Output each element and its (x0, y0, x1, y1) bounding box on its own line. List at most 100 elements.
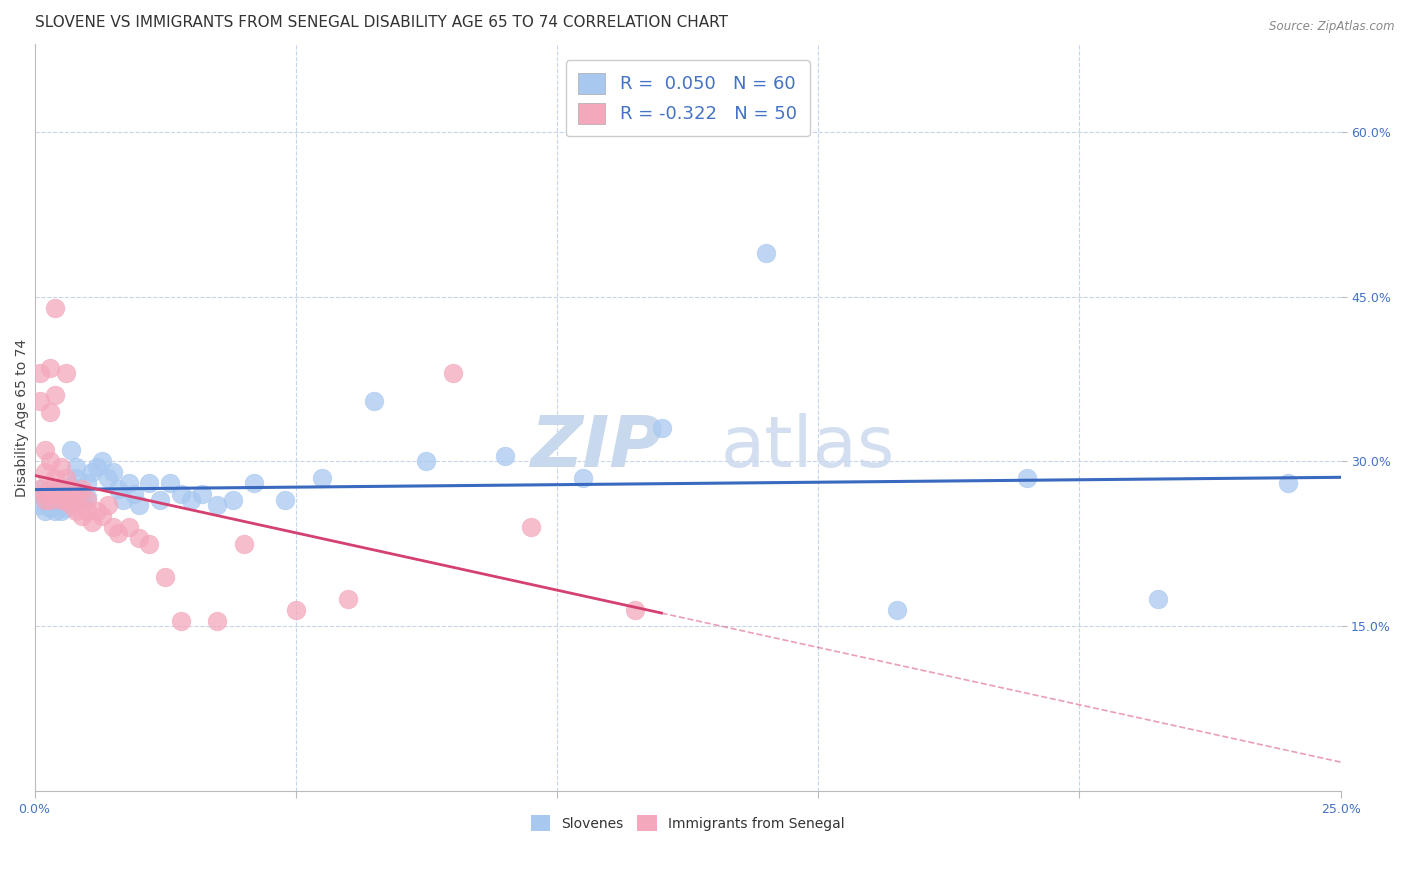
Point (650, 421, 672, 435)
Point (122, 487, 145, 501)
Point (76, 504, 98, 518)
Point (755, 245, 778, 260)
Point (39, 500, 62, 515)
Point (44, 301, 66, 315)
Point (180, 492, 202, 507)
Point (494, 449, 516, 463)
Point (60, 492, 83, 507)
Point (274, 492, 297, 507)
Y-axis label: Disability Age 65 to 74: Disability Age 65 to 74 (15, 338, 30, 497)
Point (101, 520, 124, 534)
Point (138, 537, 160, 551)
Text: ZIP: ZIP (531, 413, 664, 482)
Point (49, 482, 72, 496)
Point (76, 490, 98, 504)
Point (34, 487, 56, 501)
Point (441, 367, 464, 381)
Point (97, 499, 120, 513)
Point (28, 499, 51, 513)
Point (65, 471, 87, 485)
Point (363, 394, 385, 409)
Point (49, 487, 72, 501)
Point (159, 476, 181, 491)
Point (49, 499, 72, 513)
Point (190, 487, 212, 501)
Point (117, 476, 139, 491)
Point (34, 443, 56, 458)
Point (39, 405, 62, 419)
Point (572, 471, 595, 485)
Point (91, 454, 114, 468)
Point (55, 492, 77, 507)
Point (107, 525, 129, 540)
Point (65, 459, 87, 474)
Point (138, 476, 160, 491)
Point (34, 504, 56, 518)
Point (44, 499, 66, 513)
Point (44, 487, 66, 501)
Text: atlas: atlas (720, 413, 894, 482)
Point (80, 466, 103, 480)
Point (34, 492, 56, 507)
Point (28, 367, 51, 381)
Point (107, 482, 129, 496)
Point (60, 499, 83, 513)
Point (101, 466, 124, 480)
Point (39, 499, 62, 513)
Legend: Slovenes, Immigrants from Senegal: Slovenes, Immigrants from Senegal (524, 810, 851, 837)
Point (170, 614, 193, 628)
Point (39, 490, 62, 504)
Point (49, 459, 72, 474)
Point (60, 478, 83, 492)
Point (55, 471, 77, 485)
Point (117, 520, 139, 534)
Point (70, 482, 93, 496)
Point (55, 487, 77, 501)
Point (28, 482, 51, 496)
Point (55, 367, 77, 381)
Point (1147, 591, 1170, 606)
Point (49, 492, 72, 507)
Point (80, 515, 103, 529)
Point (60, 482, 83, 496)
Point (207, 499, 229, 513)
Point (34, 487, 56, 501)
Point (28, 394, 51, 409)
Point (91, 509, 114, 524)
Point (65, 504, 87, 518)
Point (112, 492, 135, 507)
Point (128, 499, 150, 513)
Point (39, 485, 62, 500)
Point (207, 614, 229, 628)
Point (415, 454, 437, 468)
Point (28, 482, 51, 496)
Point (70, 509, 93, 524)
Point (284, 603, 307, 617)
Point (60, 492, 83, 507)
Point (337, 591, 360, 606)
Point (44, 471, 66, 485)
Point (49, 496, 72, 510)
Point (153, 570, 176, 584)
Point (1277, 476, 1299, 491)
Point (34, 466, 56, 480)
Point (1017, 471, 1039, 485)
Point (232, 537, 254, 551)
Point (49, 490, 72, 504)
Point (170, 487, 193, 501)
Text: Source: ZipAtlas.com: Source: ZipAtlas.com (1270, 20, 1395, 33)
Point (49, 504, 72, 518)
Point (60, 443, 83, 458)
Point (44, 388, 66, 402)
Point (39, 492, 62, 507)
Point (86, 459, 108, 474)
Point (128, 532, 150, 546)
Point (149, 492, 172, 507)
Point (65, 492, 87, 507)
Point (34, 492, 56, 507)
Point (39, 454, 62, 468)
Point (39, 361, 62, 376)
Point (44, 504, 66, 518)
Point (311, 471, 333, 485)
Point (44, 487, 66, 501)
